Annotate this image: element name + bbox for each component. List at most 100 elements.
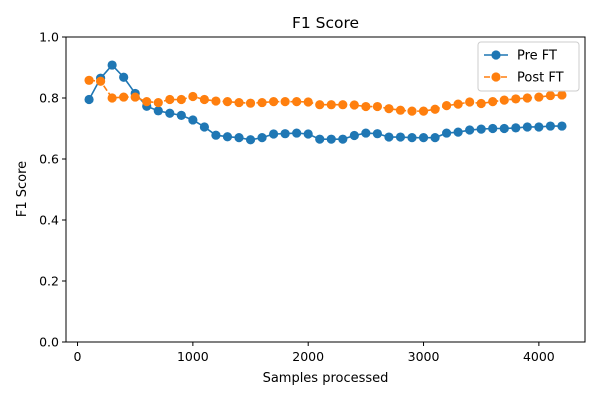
data-point [119, 72, 129, 82]
data-point [292, 97, 302, 107]
data-point [107, 93, 117, 103]
legend-label: Pre FT [517, 49, 557, 64]
data-point [234, 133, 244, 143]
data-point [130, 92, 140, 102]
data-point [557, 90, 567, 100]
data-point [418, 106, 429, 116]
legend-label: Post FT [517, 71, 564, 86]
legend-item: Pre FT [484, 49, 557, 64]
data-point [315, 100, 325, 110]
series-pre-ft [84, 60, 567, 145]
data-point [269, 97, 279, 107]
data-point [453, 127, 463, 137]
data-point [395, 132, 406, 142]
data-point [361, 128, 371, 138]
x-axis-label: Samples processed [263, 371, 389, 386]
data-point [465, 125, 475, 135]
y-tick-label: 0.4 [39, 213, 59, 228]
data-point [326, 134, 336, 144]
data-point [245, 98, 256, 108]
data-point [234, 97, 244, 108]
data-point [257, 133, 267, 143]
data-point [142, 97, 152, 107]
data-point [476, 98, 486, 109]
data-point [499, 123, 509, 134]
data-point [326, 100, 336, 110]
data-point [534, 92, 544, 102]
data-point [269, 129, 279, 139]
data-point [430, 104, 440, 114]
data-point [534, 122, 544, 132]
data-point [442, 101, 452, 111]
data-point [245, 135, 256, 145]
data-point [257, 97, 267, 108]
data-point [153, 97, 163, 108]
data-point [407, 106, 417, 116]
data-point [361, 101, 371, 112]
data-point [107, 60, 117, 70]
x-tick-label: 1000 [177, 349, 209, 364]
chart-title: F1 Score [292, 14, 359, 32]
data-point [338, 134, 348, 144]
data-point [303, 97, 313, 107]
data-point [384, 132, 394, 142]
data-point [349, 100, 359, 110]
data-point [188, 91, 198, 102]
data-point [222, 97, 233, 107]
data-point [188, 115, 198, 125]
y-tick-label: 0.8 [39, 91, 59, 106]
data-point [176, 110, 186, 120]
x-tick-label: 0 [74, 349, 82, 364]
data-point [407, 133, 417, 143]
data-point [165, 108, 175, 118]
data-point [349, 130, 359, 141]
plot-frame [65, 36, 586, 343]
legend-item: Post FT [484, 71, 564, 86]
data-point [165, 94, 175, 105]
series-post-ft [84, 75, 567, 116]
data-point [488, 123, 498, 134]
y-tick-label: 1.0 [39, 30, 59, 45]
x-axis-ticks: 0 1000 2000 3000 4000 [74, 342, 555, 364]
data-point [96, 76, 106, 86]
data-point [372, 101, 382, 112]
legend: Pre FT Post FT [477, 41, 580, 92]
data-point [199, 122, 209, 132]
data-point [199, 94, 209, 105]
data-point [211, 96, 221, 106]
data-point [499, 95, 509, 105]
data-point [418, 133, 429, 143]
data-point [222, 132, 233, 142]
legend-marker [491, 50, 501, 60]
data-point [292, 128, 302, 138]
x-tick-label: 2000 [292, 349, 324, 364]
data-point [522, 93, 532, 103]
data-point [315, 134, 325, 144]
data-point [119, 92, 129, 102]
data-point [465, 97, 475, 107]
data-point [430, 133, 440, 143]
y-axis-label: F1 Score [15, 161, 30, 217]
data-point [153, 106, 163, 116]
series-layer [84, 60, 567, 145]
data-point [545, 90, 556, 101]
data-point [280, 129, 290, 139]
data-point [84, 75, 94, 85]
data-point [395, 105, 406, 115]
x-tick-label: 3000 [408, 349, 440, 364]
y-tick-label: 0.2 [39, 274, 59, 289]
data-point [453, 99, 463, 109]
data-point [303, 129, 313, 139]
data-point [211, 130, 221, 140]
data-point [176, 94, 186, 105]
data-point [84, 94, 94, 105]
data-point [384, 104, 394, 114]
data-point [511, 123, 521, 133]
data-point [488, 97, 498, 107]
data-point [442, 128, 452, 138]
x-tick-label: 4000 [523, 349, 555, 364]
y-tick-label: 0.0 [39, 335, 59, 350]
data-point [372, 129, 382, 139]
data-point [476, 124, 486, 134]
